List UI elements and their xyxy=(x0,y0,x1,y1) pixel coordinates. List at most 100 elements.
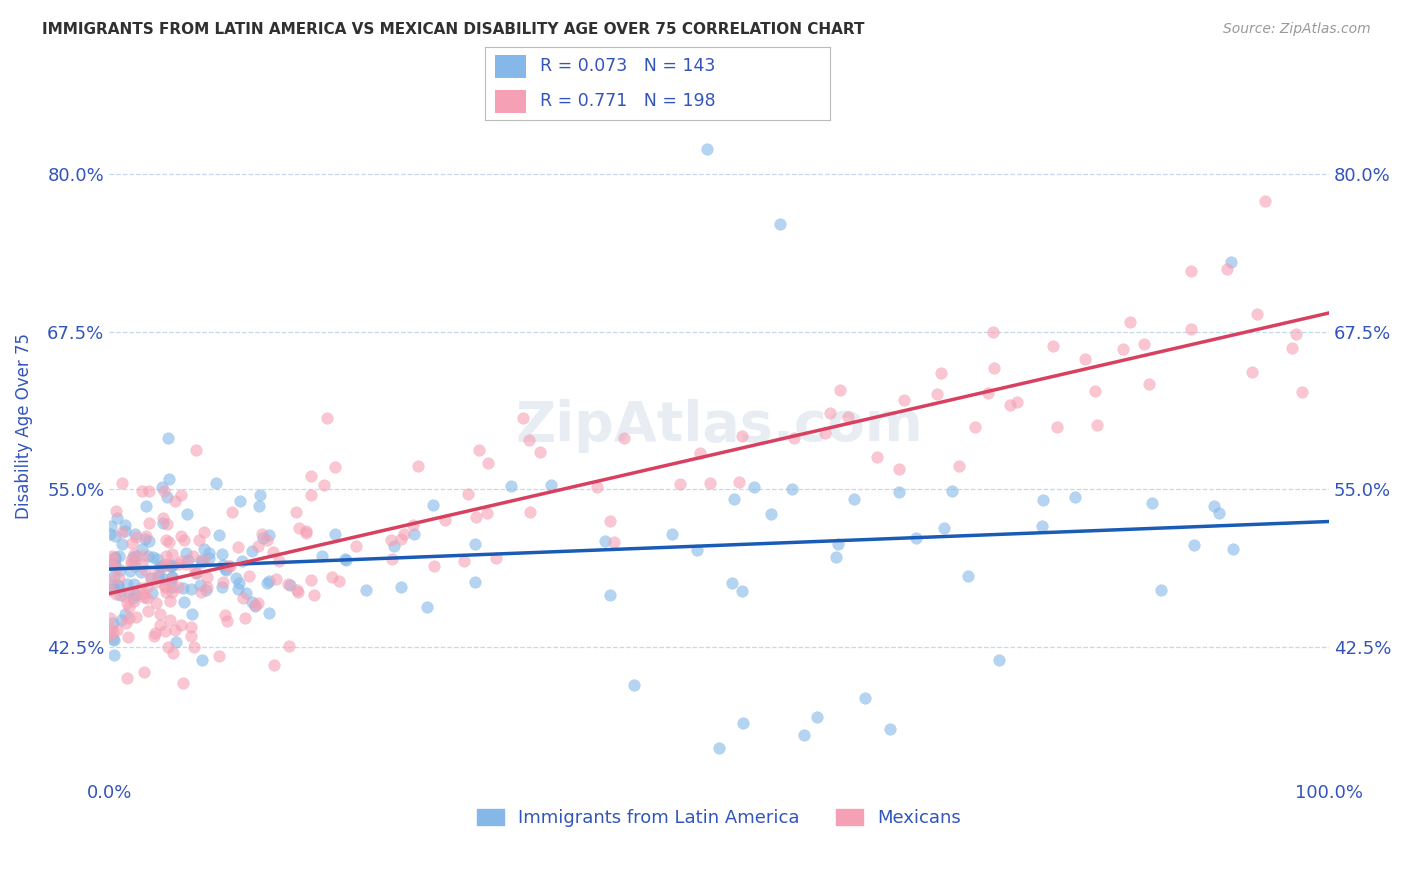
Point xyxy=(1000,398,1022,412)
Point xyxy=(1241,365,1264,379)
Point xyxy=(162,558,184,572)
Point xyxy=(1064,491,1087,505)
Point xyxy=(122,550,145,565)
Point xyxy=(114,524,136,539)
Point xyxy=(131,483,153,498)
Point xyxy=(135,591,157,605)
Point xyxy=(180,620,202,634)
Point xyxy=(121,535,143,549)
Point xyxy=(135,580,157,594)
Point xyxy=(110,563,132,577)
Point xyxy=(941,483,963,498)
Point xyxy=(101,624,124,639)
Point xyxy=(141,571,163,585)
Point xyxy=(112,590,135,604)
Point xyxy=(284,505,307,519)
Point xyxy=(295,524,318,538)
Point xyxy=(280,578,302,592)
Point xyxy=(842,492,865,507)
Point xyxy=(125,610,148,624)
Point xyxy=(205,476,228,491)
Point xyxy=(100,622,122,636)
Point xyxy=(104,557,127,571)
Point xyxy=(699,475,721,490)
Point xyxy=(103,569,125,583)
Point xyxy=(299,469,322,483)
Point xyxy=(143,629,166,643)
FancyBboxPatch shape xyxy=(495,54,526,78)
Point xyxy=(242,595,264,609)
Point xyxy=(167,557,190,571)
Point xyxy=(118,600,141,615)
Point xyxy=(475,506,498,520)
Point xyxy=(287,585,309,599)
Point xyxy=(1031,518,1053,533)
Point xyxy=(759,508,782,522)
Point xyxy=(685,543,707,558)
Point xyxy=(233,610,256,624)
Point xyxy=(889,462,911,476)
Point xyxy=(101,578,124,592)
Point xyxy=(229,494,252,508)
Point xyxy=(170,529,193,543)
Y-axis label: Disability Age Over 75: Disability Age Over 75 xyxy=(15,334,32,519)
Point xyxy=(893,392,915,407)
Point xyxy=(1140,495,1163,509)
Point xyxy=(256,533,278,547)
Point xyxy=(108,588,131,602)
Point xyxy=(977,386,1000,401)
Point xyxy=(117,671,139,685)
Point xyxy=(162,570,184,584)
Point xyxy=(100,573,122,587)
Point xyxy=(948,458,970,473)
Point xyxy=(1046,419,1069,434)
Point xyxy=(148,568,170,582)
Point xyxy=(120,558,142,572)
Point xyxy=(212,558,235,573)
Point xyxy=(249,488,271,502)
Point xyxy=(104,550,127,565)
Point xyxy=(211,580,233,594)
Point xyxy=(176,507,198,521)
Point xyxy=(321,570,343,584)
Point xyxy=(135,499,157,513)
Point xyxy=(163,494,186,508)
Point xyxy=(160,580,183,594)
Point xyxy=(1137,376,1160,391)
Point xyxy=(422,498,444,512)
Point xyxy=(519,505,541,519)
Point xyxy=(415,600,437,615)
Point xyxy=(277,576,299,591)
Point xyxy=(145,596,167,610)
Point xyxy=(394,526,416,541)
Point xyxy=(1119,315,1142,329)
Point xyxy=(389,580,412,594)
Point xyxy=(983,361,1005,376)
FancyBboxPatch shape xyxy=(495,90,526,113)
Point xyxy=(457,487,479,501)
Point xyxy=(905,531,928,545)
Point xyxy=(208,649,231,664)
Point xyxy=(170,488,193,502)
Point xyxy=(853,690,876,705)
Point xyxy=(143,626,166,640)
Point xyxy=(927,386,949,401)
Point xyxy=(1291,384,1313,399)
Point xyxy=(263,657,285,672)
Point xyxy=(257,528,280,542)
Point xyxy=(529,445,551,459)
Point xyxy=(238,569,260,583)
Point xyxy=(162,547,184,561)
Point xyxy=(465,509,488,524)
Point xyxy=(105,623,128,637)
Point xyxy=(1042,339,1064,353)
Point xyxy=(103,648,125,662)
Point xyxy=(103,581,125,595)
Point xyxy=(186,442,208,457)
Point xyxy=(184,565,207,579)
Text: Source: ZipAtlas.com: Source: ZipAtlas.com xyxy=(1223,22,1371,37)
Point xyxy=(742,479,765,493)
Point xyxy=(468,443,491,458)
Point xyxy=(499,479,522,493)
Point xyxy=(256,576,278,591)
